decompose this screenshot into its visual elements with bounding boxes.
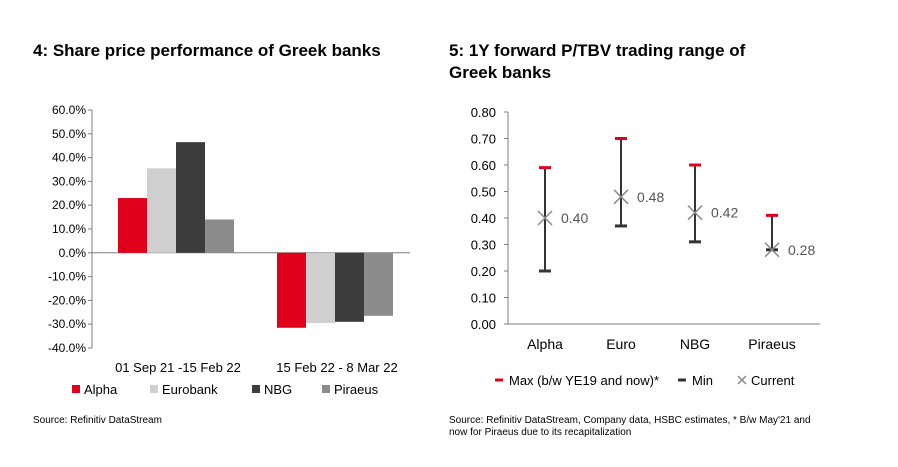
legend-current-label: Current [751,373,795,388]
y-tick-label: 0.60 [471,158,496,173]
legend-swatch-nbg [252,385,260,393]
chart5-title-line1: 5: 1Y forward P/TBV trading range of [449,41,746,60]
legend-swatch-alpha [72,385,80,393]
bar-alpha-1 [118,198,147,253]
bar-piraeus-2 [364,252,393,316]
chart4-source: Source: Refinitiv DataStream [33,415,162,426]
y-tick-label: 0.30 [471,238,496,253]
legend-label-alpha: Alpha [84,382,118,397]
x-category-label: NBG [680,336,710,352]
y-tick-label: 0.70 [471,132,496,147]
x-category-label: Piraeus [748,336,795,352]
y-tick-label: 0.00 [471,317,496,332]
y-tick-label: 20.0% [52,198,86,212]
x-category-label: Alpha [527,336,563,352]
bar-eurobank-1 [147,168,176,253]
x-category-label: 15 Feb 22 - 8 Mar 22 [276,360,397,375]
y-tick-label: 50.0% [52,127,86,141]
chart5-title-line2: Greek banks [449,63,552,82]
legend-label-nbg: NBG [264,382,292,397]
y-tick-label: 0.50 [471,185,496,200]
legend-label-piraeus: Piraeus [334,382,379,397]
y-tick-label: -30.0% [48,317,86,331]
x-category-label: Euro [606,336,636,352]
current-marker-piraeus [764,242,780,258]
legend-min-label: Min [692,373,713,388]
bar-eurobank-2 [306,252,335,324]
legend-max-label: Max (b/w YE19 and now)* [509,373,659,388]
y-tick-label: -40.0% [48,341,86,355]
bar-alpha-2 [277,252,306,328]
y-tick-label: -10.0% [48,270,86,284]
chart5-source-line2: now for Piraeus due to its recapitalizat… [449,427,632,438]
current-value-label: 0.40 [561,210,588,226]
legend-swatch-piraeus [322,385,330,393]
bar-nbg-2 [335,252,364,322]
bar-piraeus-1 [205,219,234,253]
chart5-source: Source: Refinitiv DataStream, Company da… [449,415,811,439]
chart5-source-line1: Source: Refinitiv DataStream, Company da… [449,415,811,426]
bar-nbg-1 [176,142,205,253]
y-tick-label: 0.80 [471,105,496,120]
legend-label-eurobank: Eurobank [162,382,218,397]
y-tick-label: 0.0% [59,246,87,260]
current-value-label: 0.42 [711,205,738,221]
y-tick-label: 0.20 [471,264,496,279]
current-marker-nbg [687,205,703,221]
legend-swatch-eurobank [150,385,158,393]
current-marker-alpha [537,210,553,226]
y-tick-label: 30.0% [52,174,86,188]
current-marker-euro [613,189,629,205]
current-value-label: 0.28 [788,242,815,258]
y-tick-label: 0.10 [471,291,496,306]
x-category-label: 01 Sep 21 -15 Feb 22 [115,360,241,375]
current-value-label: 0.48 [637,189,664,205]
y-tick-label: 0.40 [471,211,496,226]
chart5-title: 5: 1Y forward P/TBV trading range of Gre… [449,40,745,84]
legend-current-marker [737,375,747,385]
y-tick-label: 10.0% [52,222,86,236]
y-tick-label: 60.0% [52,103,86,117]
y-tick-label: -20.0% [48,293,86,307]
y-tick-label: 40.0% [52,151,86,165]
chart4-title: 4: Share price performance of Greek bank… [33,41,381,60]
